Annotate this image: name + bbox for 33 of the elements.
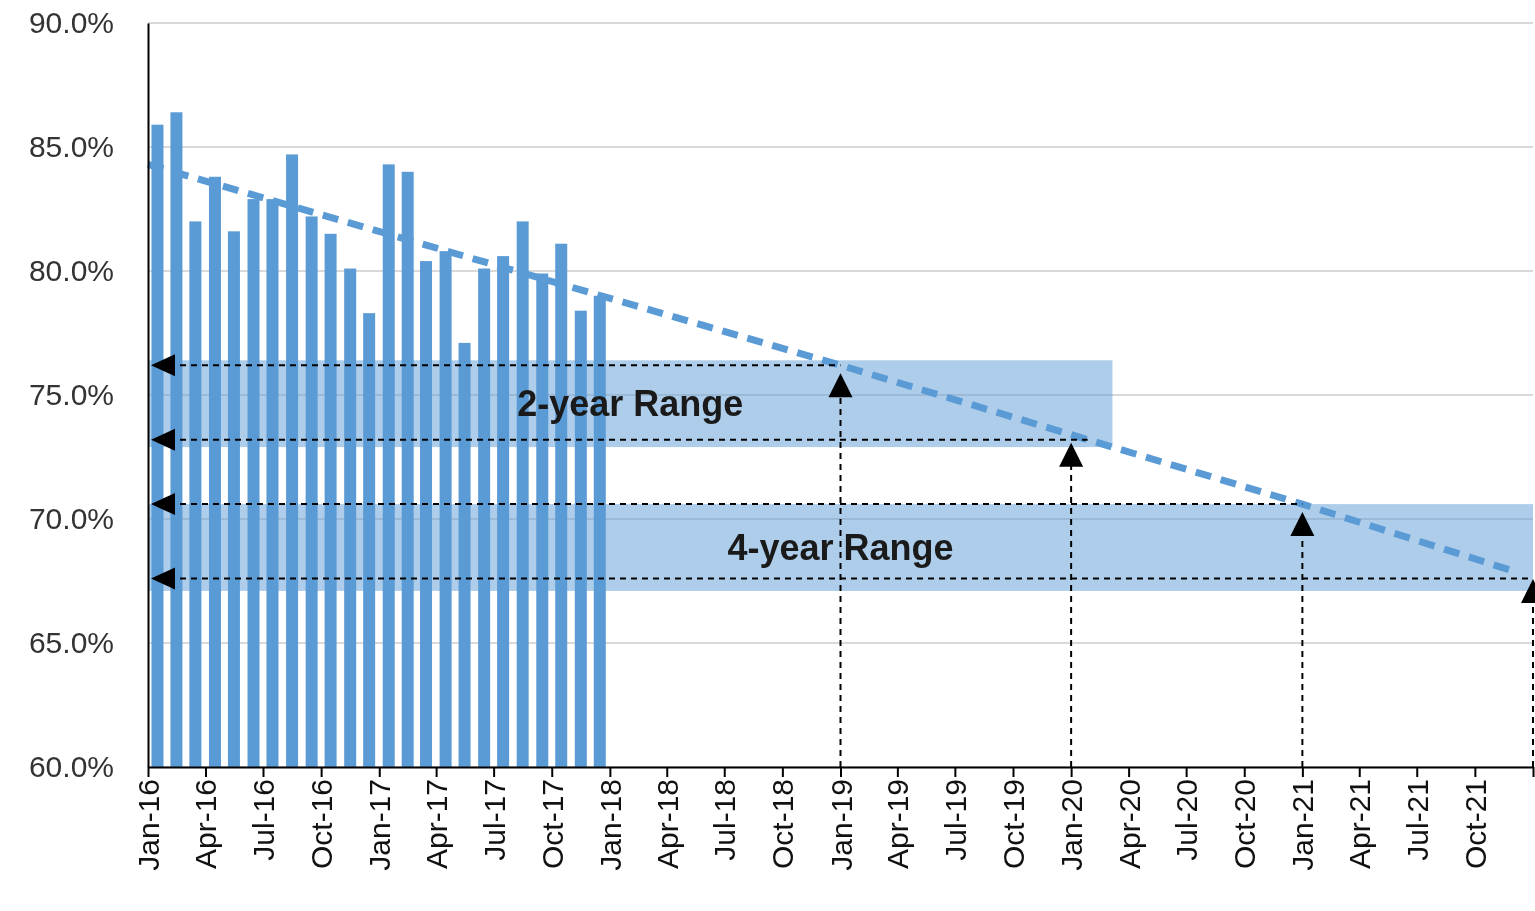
x-tick-label: Jul-21 (1400, 779, 1434, 861)
x-tick-label: Jan-19 (824, 779, 858, 871)
x-tick-label: Oct-18 (766, 779, 800, 870)
y-tick-label: 75.0% (28, 378, 114, 412)
x-tick-label: Apr-16 (189, 779, 223, 870)
y-tick-label: 60.0% (28, 750, 114, 784)
x-tick-label: Oct-16 (305, 779, 339, 870)
x-tick-label: Apr-18 (650, 779, 684, 870)
y-tick-label: 80.0% (28, 254, 114, 288)
x-tick-label: Apr-21 (1343, 779, 1377, 870)
y-tick-label: 85.0% (28, 130, 114, 164)
x-tick-label: Jul-17 (477, 779, 511, 861)
x-tick-label: Jan-16 (132, 779, 165, 871)
y-tick-label: 65.0% (28, 626, 114, 660)
x-tick-label: Oct-17 (535, 779, 569, 870)
x-tick-label: Jul-18 (708, 779, 742, 861)
x-tick-label: Oct-20 (1228, 779, 1262, 870)
y-tick-label: 70.0% (28, 502, 114, 536)
x-tick-label: Jul-20 (1170, 779, 1204, 861)
x-tick-label: Jan-18 (593, 779, 627, 871)
x-tick-label: Jan-20 (1055, 779, 1089, 871)
x-tick-label: Apr-20 (1112, 779, 1146, 870)
band-label: 4-year Range (727, 526, 954, 568)
x-tick-label: Oct-21 (1458, 779, 1492, 870)
y-tick-label: 90.0% (28, 6, 114, 40)
x-tick-label: Jul-19 (938, 779, 972, 861)
x-tick-label: Apr-17 (420, 779, 454, 870)
x-tick-label: Jan-17 (363, 779, 397, 871)
x-tick-label: Oct-19 (996, 779, 1030, 870)
x-tick-label: Jul-16 (247, 779, 280, 861)
x-tick-label: Jan-21 (1286, 779, 1320, 871)
band-label: 2-year Range (517, 382, 744, 424)
x-tick-label: Apr-19 (881, 779, 915, 870)
